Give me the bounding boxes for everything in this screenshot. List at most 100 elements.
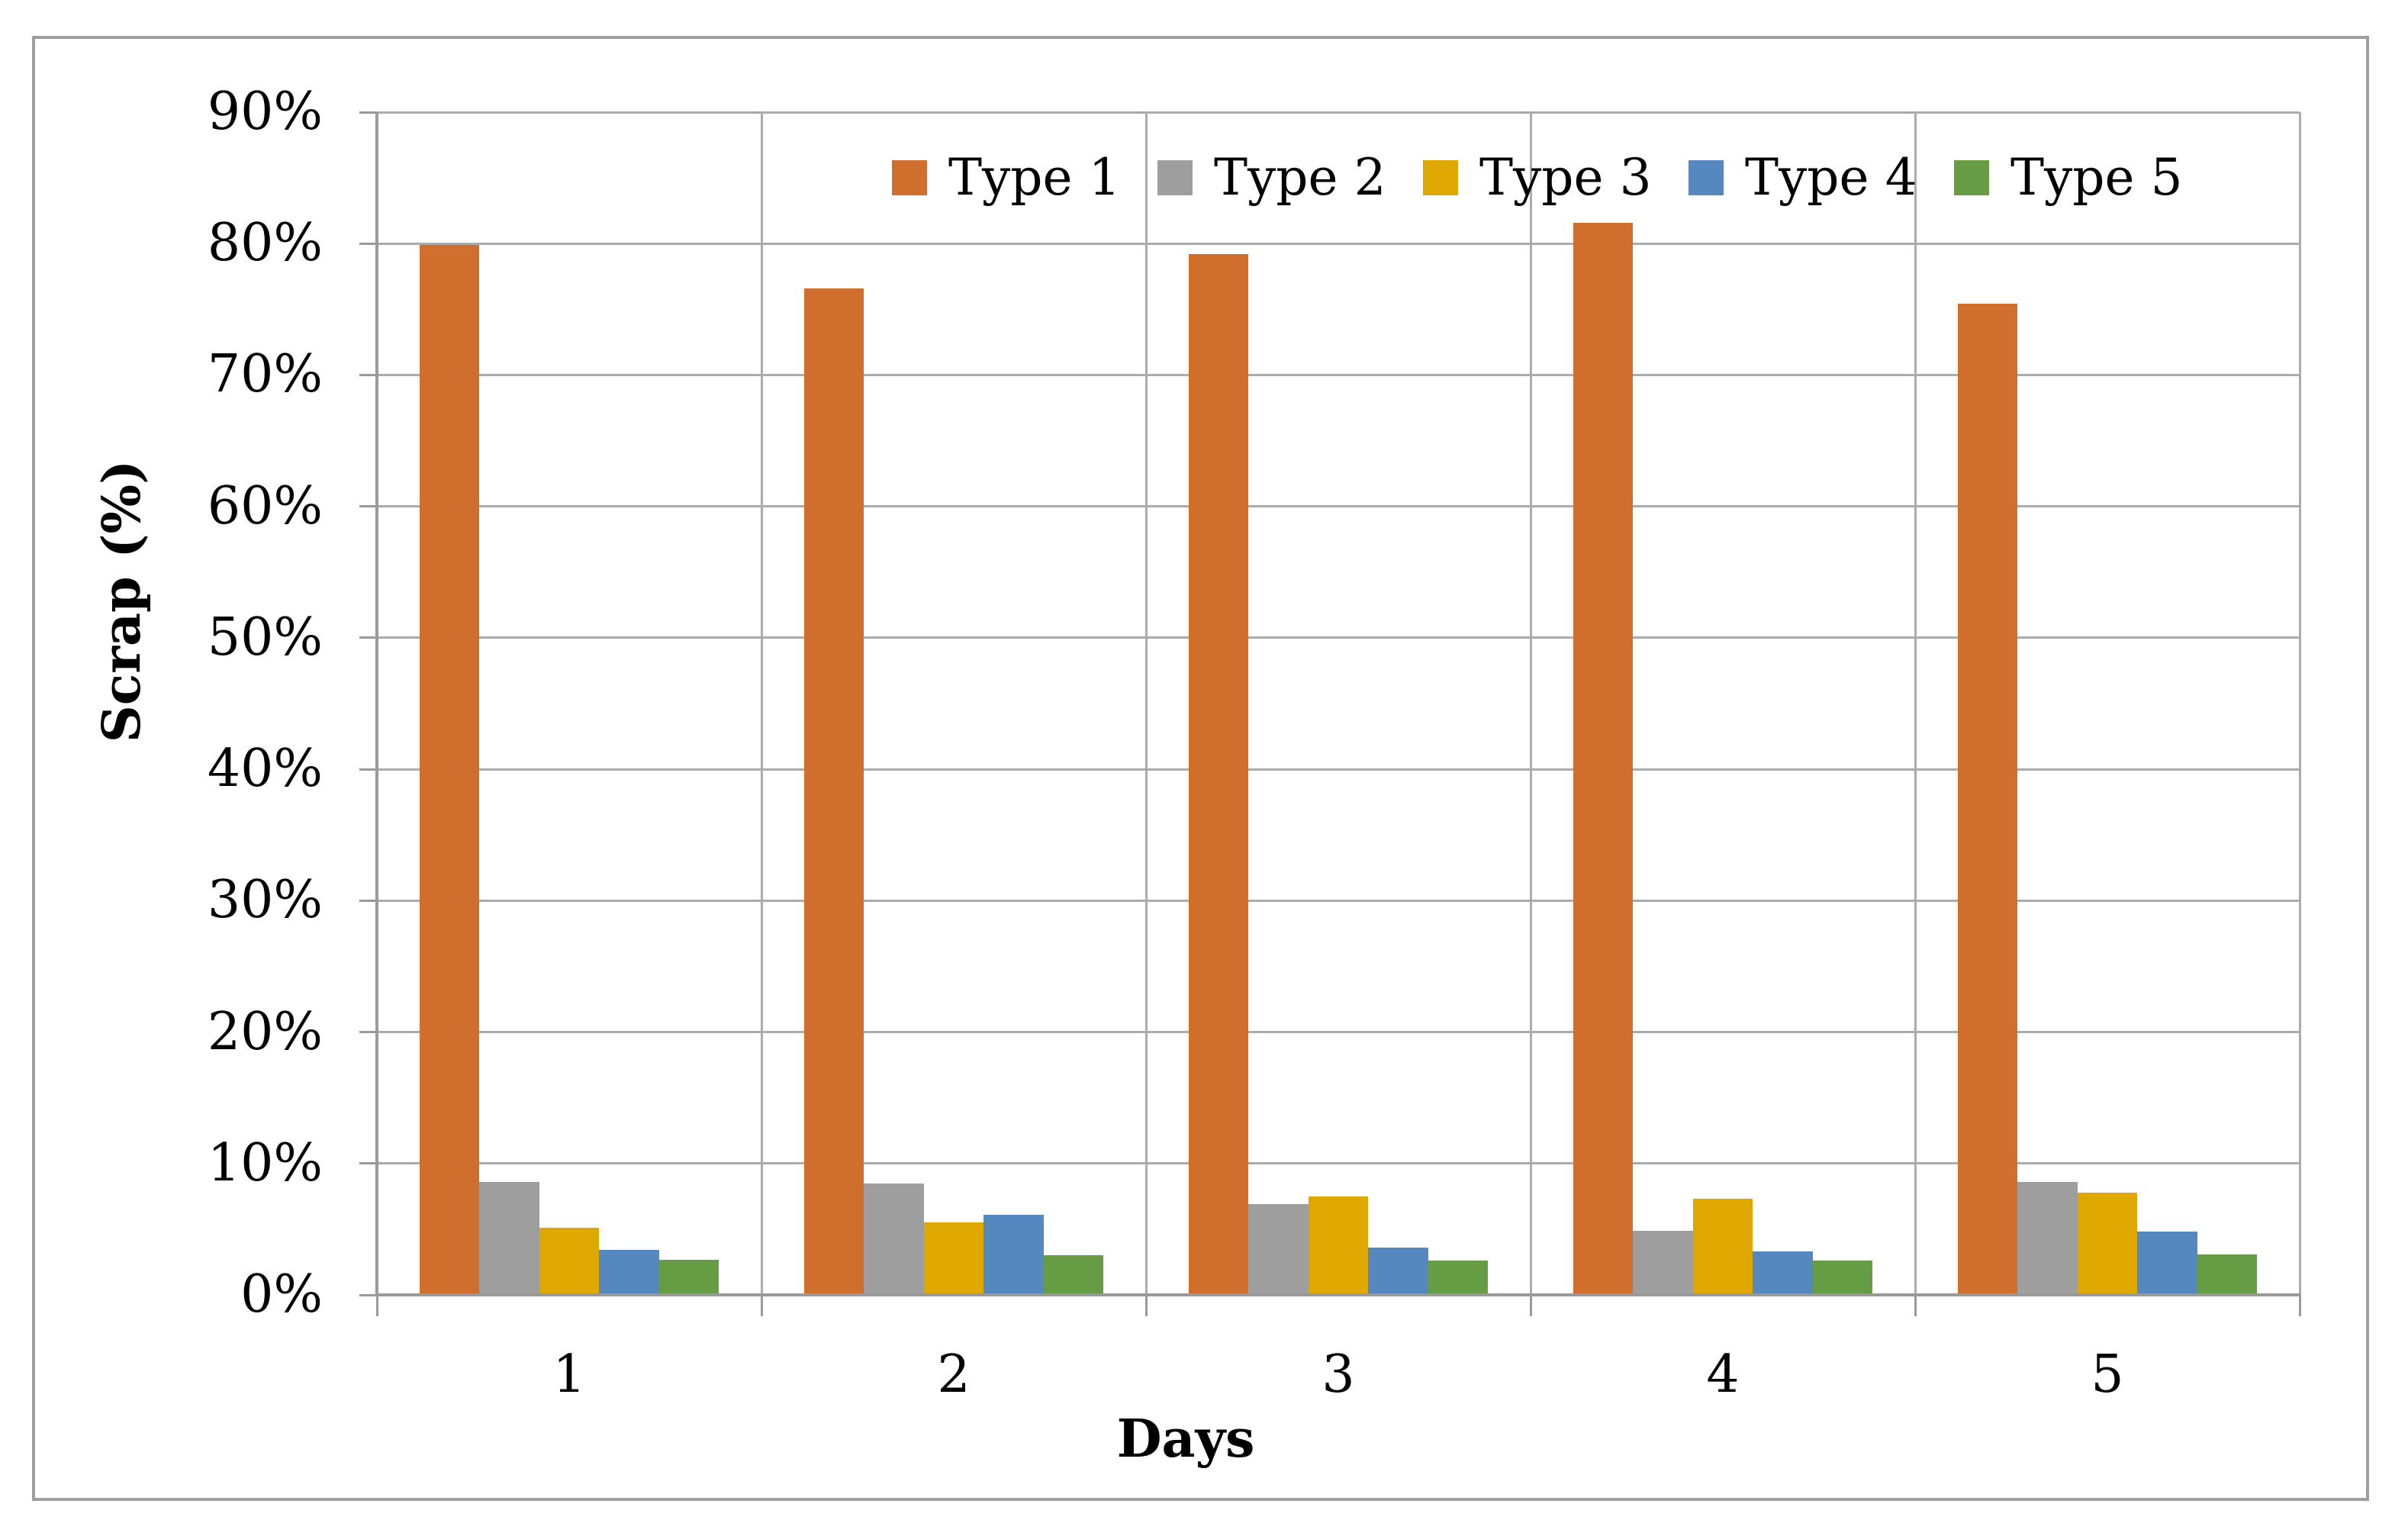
legend-swatch [1954, 160, 1989, 195]
horizontal-gridline [377, 111, 2300, 114]
legend-label: Type 3 [1479, 148, 1652, 207]
bars-layer [377, 112, 2300, 1295]
horizontal-gridline [377, 242, 2300, 245]
plot-right-border [2298, 112, 2301, 1295]
bar [599, 1250, 659, 1295]
horizontal-gridline [377, 373, 2300, 376]
bar [983, 1214, 1044, 1295]
bar [479, 1181, 539, 1295]
bar [1308, 1196, 1369, 1295]
bar [1753, 1251, 1813, 1295]
legend-label: Type 4 [1745, 148, 1917, 207]
plot-area [375, 111, 2301, 1296]
legend-swatch [1423, 160, 1458, 195]
legend-swatch [1157, 160, 1193, 195]
bar [419, 244, 480, 1295]
x-tick-mark [1529, 1295, 1532, 1316]
horizontal-gridline [377, 768, 2300, 771]
y-tick-label: 60% [207, 475, 323, 536]
y-tick-mark [359, 373, 377, 376]
horizontal-gridline [377, 505, 2300, 508]
legend-label: Type 5 [2010, 148, 2183, 207]
y-tick-label: 50% [207, 607, 323, 668]
x-axis-title: Days [1116, 1409, 1255, 1470]
x-tick-label: 2 [937, 1344, 971, 1405]
figure-border [32, 36, 2369, 1501]
y-tick-label: 10% [207, 1132, 323, 1193]
bar [2017, 1181, 2078, 1295]
y-tick-label: 40% [207, 739, 323, 800]
bar [1573, 222, 1634, 1295]
x-tick-mark [1914, 1295, 1917, 1316]
bar [1957, 304, 2018, 1295]
bar [1428, 1261, 1489, 1295]
vertical-gridline [1144, 112, 1148, 1295]
horizontal-gridline [377, 899, 2300, 902]
bar-group [1915, 112, 2300, 1295]
bar-group [761, 112, 1146, 1295]
x-tick-label: 4 [1706, 1344, 1740, 1405]
y-tick-label: 80% [207, 213, 323, 274]
legend-item: Type 4 [1688, 153, 1954, 203]
y-tick-mark [359, 1293, 377, 1296]
legend-label: Type 1 [948, 148, 1121, 207]
bar [1043, 1255, 1104, 1295]
x-axis-line [375, 1293, 2301, 1296]
x-tick-label: 3 [1322, 1344, 1355, 1405]
x-tick-label: 5 [2091, 1344, 2124, 1405]
bar [1812, 1261, 1873, 1295]
x-tick-mark [2298, 1295, 2301, 1316]
y-tick-label: 70% [207, 344, 323, 405]
x-tick-mark [375, 1295, 378, 1316]
vertical-gridline [1529, 112, 1532, 1295]
bar [2137, 1232, 2197, 1295]
bar [1692, 1199, 1753, 1295]
bar [923, 1222, 984, 1295]
legend-swatch [892, 160, 927, 195]
y-tick-mark [359, 505, 377, 508]
bar [658, 1259, 720, 1295]
horizontal-gridline [377, 1031, 2300, 1034]
legend-label: Type 2 [1214, 148, 1386, 207]
axis-layer [375, 112, 2301, 1296]
legend-item: Type 3 [1423, 153, 1688, 203]
y-tick-mark [359, 768, 377, 771]
gridlines-layer [377, 111, 2301, 1295]
bar [1633, 1230, 1693, 1295]
y-tick-label: 30% [207, 870, 323, 931]
y-tick-mark [359, 242, 377, 245]
legend: Type 1 Type 2 Type 3 Type 4 Type 5 [892, 112, 2300, 243]
legend-item: Type 2 [1157, 153, 1423, 203]
bar [2077, 1192, 2138, 1295]
bar-group [377, 112, 761, 1295]
vertical-gridline [760, 112, 763, 1295]
y-tick-mark [359, 899, 377, 902]
bar [803, 288, 864, 1295]
y-tick-label: 0% [240, 1264, 323, 1325]
x-tick-mark [1144, 1295, 1148, 1316]
bar-group [1146, 112, 1531, 1295]
bar [2197, 1254, 2258, 1295]
horizontal-gridline [377, 636, 2300, 639]
horizontal-gridline [377, 1162, 2300, 1165]
x-tick-mark [760, 1295, 763, 1316]
bar [864, 1183, 924, 1295]
legend-item: Type 1 [892, 153, 1157, 203]
y-tick-label: 20% [207, 1001, 323, 1062]
bar [539, 1228, 600, 1295]
y-tick-mark [359, 1162, 377, 1165]
bar [1248, 1204, 1309, 1295]
y-tick-mark [359, 111, 377, 114]
bar-group [1531, 112, 1915, 1295]
legend-swatch [1688, 160, 1724, 195]
y-axis-line [375, 112, 378, 1295]
y-axis-title: Scrap (%) [92, 459, 153, 743]
y-tick-label: 90% [207, 82, 323, 142]
x-tick-label: 1 [552, 1344, 586, 1405]
bar [1368, 1248, 1428, 1295]
bar [1188, 254, 1249, 1295]
y-tick-mark [359, 636, 377, 639]
legend-item: Type 5 [1954, 153, 2220, 203]
y-tick-mark [359, 1031, 377, 1034]
